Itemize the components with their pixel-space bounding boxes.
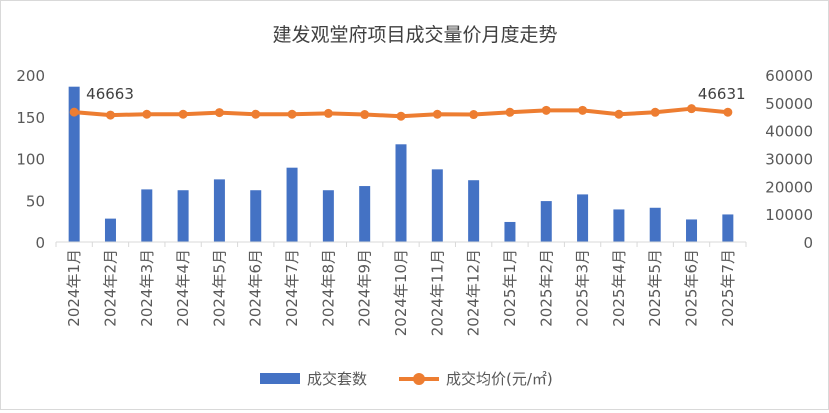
- y-right-tick-label: 20000: [765, 178, 813, 196]
- legend-bar-swatch: [260, 373, 300, 384]
- data-label: 46631: [698, 85, 746, 103]
- y-right-tick-label: 60000: [765, 67, 813, 85]
- y-right-tick-label: 0: [803, 234, 813, 252]
- bar-10: [395, 144, 407, 242]
- price-point-14: [541, 105, 551, 115]
- bar-11: [431, 169, 443, 242]
- x-tick-label: 2024年11月: [428, 249, 446, 336]
- price-point-10: [396, 111, 406, 121]
- y-right-tick-label: 40000: [765, 123, 813, 141]
- y-left-tick-label: 100: [16, 151, 45, 169]
- x-tick-label: 2025年1月: [501, 249, 519, 327]
- y-left-tick-label: 50: [26, 192, 45, 210]
- bar-19: [722, 214, 734, 242]
- bar-3: [141, 189, 153, 242]
- y-right-tick-label: 30000: [765, 151, 813, 169]
- x-tick-label: 2024年8月: [319, 249, 337, 327]
- y-right-tick-label: 50000: [765, 95, 813, 113]
- x-tick-label: 2024年12月: [465, 249, 483, 336]
- bar-7: [286, 167, 298, 242]
- legend-bar-label: 成交套数: [307, 370, 367, 388]
- x-tick-label: 2024年2月: [101, 249, 119, 327]
- y-left-tick-label: 150: [16, 109, 45, 127]
- bar-2: [104, 218, 116, 242]
- data-label: 46663: [86, 85, 134, 103]
- price-point-9: [360, 110, 370, 120]
- chart-title: 建发观堂府项目成交量价月度走势: [272, 24, 557, 46]
- price-point-19: [723, 107, 733, 117]
- bar-1: [68, 86, 80, 242]
- y-left-tick-label: 0: [35, 234, 45, 252]
- legend-line-label: 成交均价(元/㎡): [446, 370, 553, 388]
- price-point-4: [178, 109, 188, 119]
- x-tick-label: 2025年7月: [719, 249, 737, 327]
- bar-9: [359, 186, 371, 242]
- y-left-tick-label: 200: [16, 67, 45, 85]
- price-point-18: [687, 104, 697, 114]
- y-right-tick-label: 10000: [765, 206, 813, 224]
- price-point-2: [105, 110, 115, 120]
- x-tick-label: 2024年6月: [247, 249, 265, 327]
- legend-line-marker: [413, 373, 425, 385]
- bar-17: [649, 207, 661, 242]
- x-tick-label: 2024年4月: [174, 249, 192, 327]
- price-point-12: [469, 110, 479, 120]
- bar-5: [213, 179, 225, 242]
- x-tick-label: 2024年1月: [65, 249, 83, 327]
- bar-12: [468, 180, 480, 242]
- bar-14: [540, 201, 552, 242]
- price-point-3: [142, 109, 152, 119]
- price-point-16: [614, 109, 624, 119]
- x-tick-label: 2025年5月: [646, 249, 664, 327]
- bar-15: [577, 194, 589, 242]
- price-point-13: [505, 107, 515, 117]
- bar-16: [613, 209, 625, 242]
- x-tick-label: 2025年4月: [610, 249, 628, 327]
- price-point-7: [287, 109, 297, 119]
- price-point-15: [578, 105, 588, 115]
- plot-area: 0 50 100 150 200 0 10000 20000 30000 40000 50000 60…: [16, 67, 813, 336]
- price-point-8: [323, 108, 333, 118]
- x-tick-label: 2025年3月: [574, 249, 592, 327]
- price-point-1: [69, 107, 79, 117]
- price-point-11: [432, 109, 442, 119]
- price-point-5: [214, 108, 224, 118]
- x-tick-label: 2024年7月: [283, 249, 301, 327]
- bar-4: [177, 190, 189, 242]
- x-tick-label: 2024年3月: [138, 249, 156, 327]
- x-tick-label: 2025年6月: [683, 249, 701, 327]
- x-tick-label: 2024年9月: [356, 249, 374, 327]
- x-tick-label: 2025年2月: [537, 249, 555, 327]
- x-tick-label: 2024年10月: [392, 249, 410, 336]
- bar-8: [322, 190, 334, 242]
- bar-6: [250, 190, 262, 242]
- bar-13: [504, 221, 516, 242]
- x-tick-label: 2024年5月: [210, 249, 228, 327]
- bar-18: [686, 219, 698, 242]
- price-point-6: [251, 109, 261, 119]
- legend: 成交套数 成交均价(元/㎡): [260, 370, 553, 388]
- price-point-17: [650, 107, 660, 117]
